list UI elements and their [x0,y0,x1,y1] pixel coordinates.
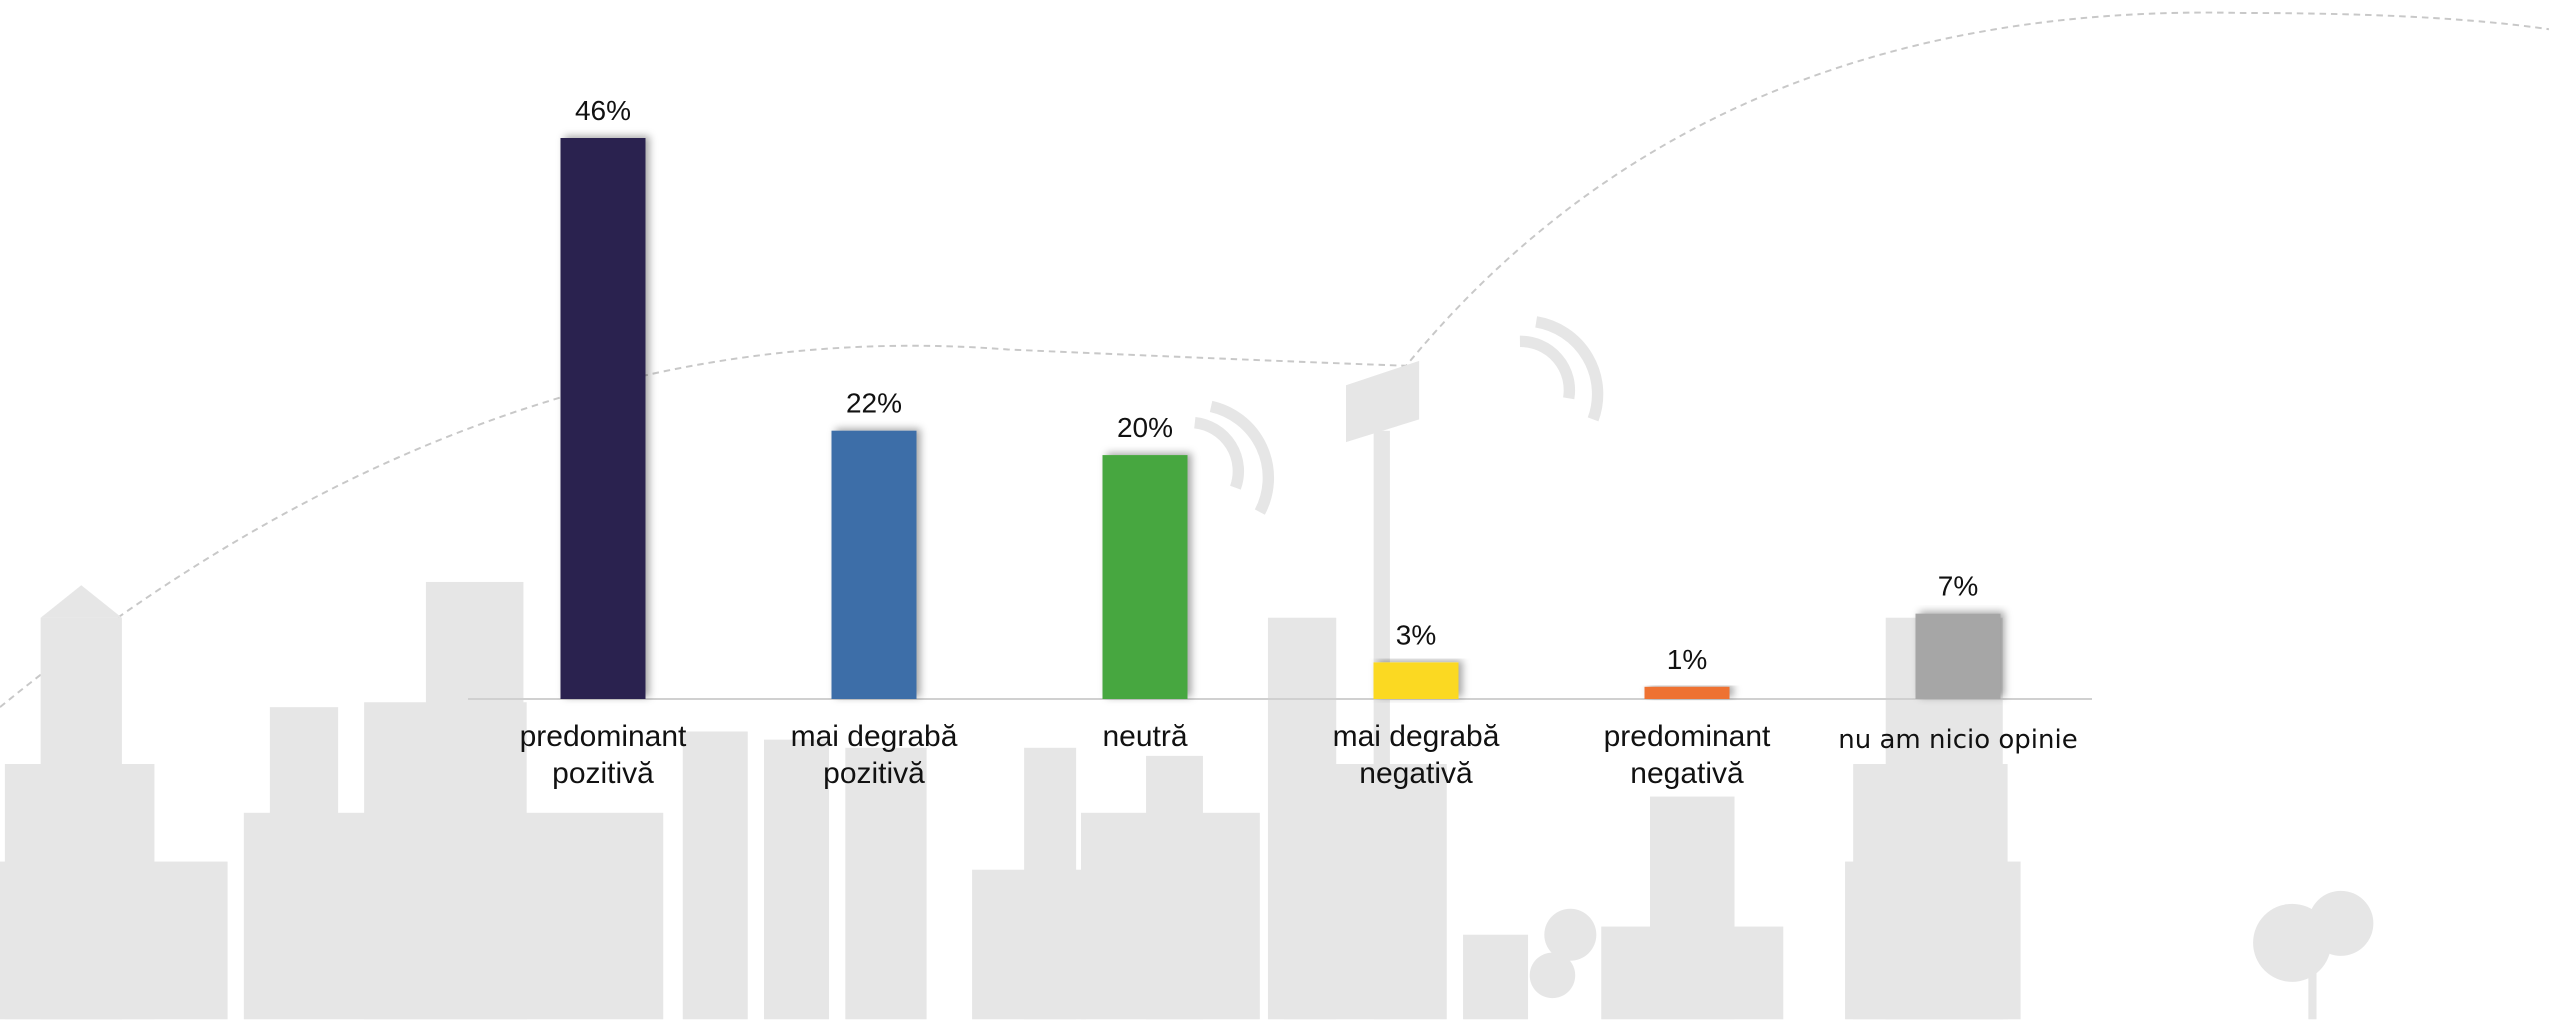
data-label: 22% [846,388,902,419]
category-label: predominant pozitivă [519,720,687,790]
building [1649,796,1735,1020]
bar [1915,613,2001,699]
skyline-background [0,11,2549,1020]
bar [1102,455,1188,699]
dashed-arc [0,11,2549,708]
building [1146,755,1203,1020]
category-label: neutră [1102,720,1188,753]
building [1463,934,1529,1020]
building [764,739,830,1020]
building [1284,764,1447,1020]
building [0,861,228,1020]
data-label: 3% [1396,619,1436,650]
tree [1529,952,1576,999]
bar [831,430,917,699]
building [269,707,339,821]
tree [2308,890,2374,956]
building [1024,747,1077,1020]
category-label: nu am nicio opinie [1838,725,2078,755]
tree [1544,908,1597,961]
data-label: 20% [1117,412,1173,443]
data-label: 7% [1938,571,1978,602]
bar [560,138,646,699]
signal-waves [1519,316,1604,422]
building [40,585,122,618]
antenna-sign [1345,360,1420,443]
bar [1373,662,1459,699]
building [845,747,927,1020]
bar [1644,686,1730,699]
category-label: mai degrabă pozitivă [790,720,958,790]
signal-waves [1193,400,1275,515]
tree-trunk [2308,959,2317,1020]
building [682,731,748,1020]
data-label: 46% [575,95,631,126]
data-label: 1% [1667,644,1707,675]
category-label: mai degrabă negativă [1332,720,1500,790]
antenna-pole [1373,430,1390,1020]
building [425,581,524,826]
category-label: predominant negativă [1603,720,1771,790]
